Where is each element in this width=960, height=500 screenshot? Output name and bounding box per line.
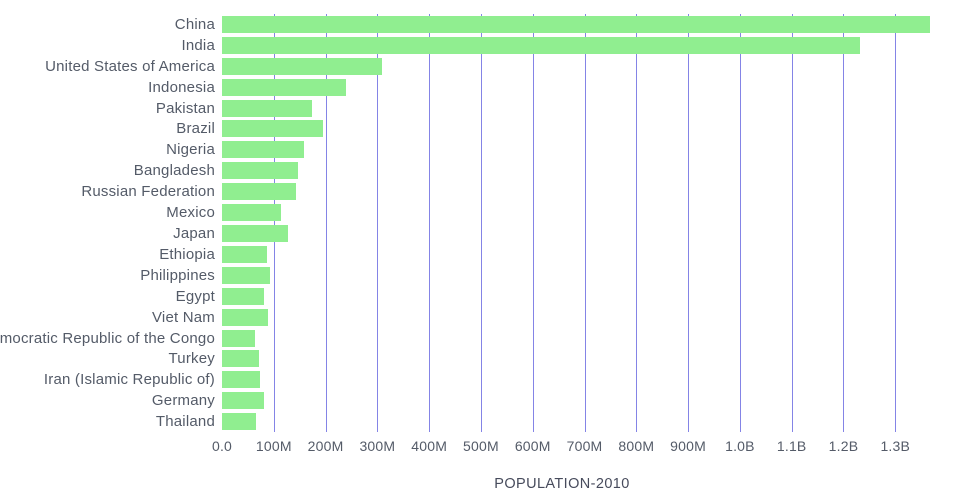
gridline — [688, 14, 690, 432]
x-tick-label: 500M — [463, 438, 499, 454]
bar-row — [222, 411, 960, 432]
x-tick-label: 900M — [670, 438, 707, 454]
population-bar[interactable] — [222, 183, 297, 201]
bar-row — [222, 328, 960, 349]
bar-row — [222, 14, 960, 35]
gridline — [636, 14, 638, 432]
x-tick-label: 300M — [359, 438, 396, 454]
x-tick-label: 800M — [618, 438, 655, 454]
bar-row — [222, 265, 960, 286]
country-label: Brazil — [176, 120, 215, 138]
gridline — [429, 14, 431, 432]
x-tick-label: 1.2B — [828, 438, 859, 454]
population-bar[interactable] — [222, 57, 383, 75]
gridline — [532, 14, 534, 432]
country-label: Egypt — [175, 287, 215, 305]
bar-row — [222, 286, 960, 307]
country-label: Pakistan — [155, 99, 215, 117]
bar-row — [222, 160, 960, 181]
bar-row — [222, 181, 960, 202]
gridline — [480, 14, 482, 432]
country-label: Turkey — [168, 350, 215, 368]
population-bar[interactable] — [222, 308, 268, 326]
bar-row — [222, 369, 960, 390]
bar-row — [222, 56, 960, 77]
population-bar[interactable] — [222, 392, 265, 410]
country-label: China — [174, 15, 215, 33]
gridline — [895, 14, 897, 432]
country-label: Iran (Islamic Republic of) — [43, 371, 215, 389]
bar-row — [222, 98, 960, 119]
population-bar[interactable] — [222, 266, 271, 284]
bar-row — [222, 35, 960, 56]
gridline — [377, 14, 379, 432]
population-bar[interactable] — [222, 120, 323, 138]
gridlines-layer — [222, 14, 960, 432]
country-label: United States of America — [45, 57, 215, 75]
bar-row — [222, 223, 960, 244]
country-label: Japan — [173, 225, 215, 243]
population-bar[interactable] — [222, 287, 265, 305]
x-tick-label: 600M — [514, 438, 551, 454]
population-bar[interactable] — [222, 162, 299, 180]
x-tick-label: 1.1B — [776, 438, 807, 454]
population-bar[interactable] — [222, 78, 347, 96]
gridline — [273, 14, 275, 432]
country-label: India — [181, 36, 215, 54]
bar-row — [222, 244, 960, 265]
x-tick-label: 1.0B — [725, 438, 755, 454]
population-bar[interactable] — [222, 204, 282, 222]
bar-row — [222, 202, 960, 223]
bar-row — [222, 139, 960, 160]
country-label: Bangladesh — [133, 162, 215, 180]
population-bar[interactable] — [222, 141, 304, 159]
country-label: Thailand — [155, 413, 215, 431]
country-label: Germany — [151, 392, 215, 410]
country-label: Mexico — [166, 204, 215, 222]
bar-row — [222, 307, 960, 328]
country-label: Viet Nam — [151, 308, 215, 326]
bar-row — [222, 77, 960, 98]
x-tick-label: 100M — [255, 438, 292, 454]
gridline — [584, 14, 586, 432]
gridline — [843, 14, 845, 432]
x-tick-label: 0.0 — [211, 438, 233, 454]
gridline — [791, 14, 793, 432]
bars-layer — [222, 14, 960, 432]
population-bar[interactable] — [222, 350, 260, 368]
population-bar[interactable] — [222, 15, 931, 33]
gridline — [325, 14, 327, 432]
population-bar[interactable] — [222, 99, 313, 117]
x-tick-label: 1.3B — [880, 438, 911, 454]
population-bar[interactable] — [222, 245, 268, 263]
country-label: Russian Federation — [81, 183, 215, 201]
country-label: Indonesia — [148, 78, 215, 96]
plot-area — [222, 14, 960, 432]
bar-row — [222, 390, 960, 411]
population-bar[interactable] — [222, 36, 861, 54]
labels-column: China India United States of America Indone… — [0, 14, 222, 432]
population-bar[interactable] — [222, 225, 289, 243]
country-label: Philippines — [140, 266, 215, 284]
country-label: Nigeria — [166, 141, 215, 159]
chart-title: POPULATION-2010 — [494, 476, 630, 492]
chart-grid: China India United States of America Indone… — [0, 14, 960, 460]
x-axis: 0.0 100M 200M 300M 400M 500M 600M 700M 800M 900M 1… — [212, 432, 960, 460]
country-label: Ethiopia — [159, 245, 215, 263]
population-bar[interactable] — [222, 413, 257, 431]
population-bar[interactable] — [222, 329, 256, 347]
country-label: Democratic Republic of the Congo — [0, 329, 215, 347]
x-tick-label: 200M — [307, 438, 344, 454]
gridline — [739, 14, 741, 432]
x-tick-label: 700M — [566, 438, 603, 454]
x-tick-label: 400M — [411, 438, 448, 454]
bar-row — [222, 349, 960, 370]
population-bar[interactable] — [222, 371, 261, 389]
bar-row — [222, 119, 960, 140]
